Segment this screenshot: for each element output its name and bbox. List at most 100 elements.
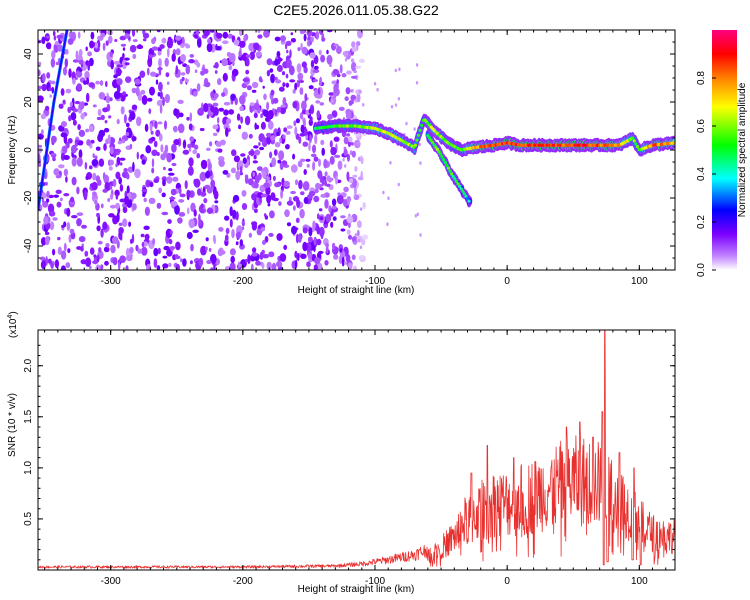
noise-speckle	[128, 221, 132, 227]
noise-speckle	[354, 139, 361, 149]
noise-speckle	[295, 118, 300, 124]
noise-speckle	[111, 236, 119, 245]
noise-speckle	[76, 157, 83, 167]
noise-speckle	[342, 51, 346, 56]
noise-speckle	[338, 106, 345, 111]
noise-speckle	[350, 58, 355, 63]
noise-speckle	[123, 167, 128, 173]
noise-speckle	[150, 136, 156, 142]
noise-speckle	[216, 46, 222, 51]
noise-speckle	[249, 51, 255, 60]
noise-speckle	[141, 95, 148, 105]
noise-speckle	[288, 196, 292, 202]
noise-speckle	[193, 178, 201, 188]
noise-speckle	[274, 76, 278, 81]
noise-speckle	[398, 67, 401, 72]
ridge-core	[442, 158, 446, 162]
noise-speckle	[326, 30, 333, 33]
noise-speckle	[297, 47, 301, 52]
noise-speckle	[351, 75, 358, 79]
noise-speckle	[358, 58, 365, 64]
noise-speckle	[91, 181, 98, 191]
noise-speckle	[132, 39, 138, 43]
noise-speckle	[85, 92, 90, 103]
noise-speckle	[163, 245, 170, 251]
noise-speckle	[413, 127, 416, 131]
noise-speckle	[122, 47, 126, 51]
noise-speckle	[295, 233, 299, 244]
noise-speckle	[174, 204, 180, 215]
noise-speckle	[272, 97, 279, 104]
noise-speckle	[85, 257, 92, 268]
noise-speckle	[326, 54, 333, 65]
noise-speckle	[58, 170, 62, 177]
noise-speckle	[113, 90, 121, 100]
noise-speckle	[132, 53, 137, 60]
noise-speckle	[80, 113, 85, 120]
noise-speckle	[115, 171, 121, 180]
noise-speckle	[218, 107, 224, 112]
noise-speckle	[46, 190, 50, 198]
noise-speckle	[414, 214, 418, 218]
noise-speckle	[351, 41, 356, 48]
noise-speckle	[198, 257, 204, 267]
noise-speckle	[312, 161, 316, 171]
noise-speckle	[332, 242, 336, 250]
noise-speckle	[44, 105, 50, 112]
noise-speckle	[354, 166, 358, 172]
noise-speckle	[283, 127, 288, 133]
noise-speckle	[153, 258, 158, 268]
noise-speckle	[240, 116, 244, 124]
noise-speckle	[78, 129, 86, 137]
noise-speckle	[317, 87, 321, 95]
noise-speckle	[42, 73, 46, 83]
noise-speckle	[159, 44, 165, 49]
noise-speckle	[171, 162, 177, 167]
noise-speckle	[56, 34, 64, 39]
noise-speckle	[58, 103, 64, 109]
noise-speckle	[95, 146, 101, 151]
noise-speckle	[72, 119, 77, 126]
noise-speckle	[157, 92, 161, 97]
noise-speckle	[45, 42, 52, 49]
noise-speckle	[76, 212, 84, 217]
noise-speckle	[40, 260, 47, 270]
noise-speckle	[294, 250, 298, 258]
noise-speckle	[226, 118, 232, 125]
noise-speckle	[344, 261, 347, 265]
noise-speckle	[228, 109, 235, 115]
noise-speckle	[105, 40, 109, 46]
noise-speckle	[253, 112, 258, 119]
noise-speckle	[301, 100, 307, 111]
noise-speckle	[120, 106, 125, 115]
noise-speckle	[278, 150, 285, 161]
noise-speckle	[253, 42, 260, 51]
noise-speckle	[42, 193, 48, 199]
noise-speckle	[223, 101, 231, 106]
noise-speckle	[135, 86, 140, 97]
x-tick-label: 100	[631, 276, 648, 287]
noise-speckle	[197, 38, 202, 48]
noise-speckle	[229, 248, 236, 256]
noise-speckle	[114, 189, 120, 197]
noise-speckle	[241, 190, 247, 197]
noise-speckle	[63, 155, 70, 160]
colorbar-tick-label: 0.8	[696, 71, 707, 85]
noise-speckle	[150, 130, 154, 135]
noise-speckle	[200, 159, 208, 170]
noise-speckle	[255, 260, 261, 266]
noise-speckle	[266, 135, 272, 145]
noise-speckle	[192, 229, 199, 233]
noise-speckle	[270, 89, 275, 96]
noise-speckle	[299, 112, 303, 120]
noise-speckle	[251, 81, 259, 89]
noise-speckle	[415, 81, 419, 85]
noise-speckle	[115, 193, 119, 200]
noise-speckle	[297, 72, 304, 81]
noise-speckle	[394, 68, 397, 73]
noise-speckle	[352, 174, 358, 178]
noise-speckle	[314, 134, 318, 145]
figure-title: C2E5.2026.011.05.38.G22	[273, 2, 439, 18]
noise-speckle	[125, 265, 129, 270]
noise-speckle	[198, 218, 202, 226]
